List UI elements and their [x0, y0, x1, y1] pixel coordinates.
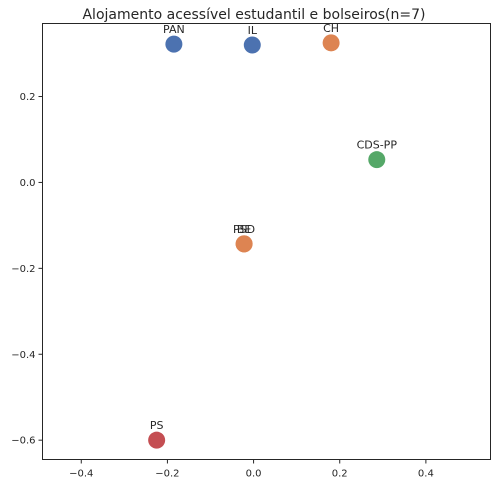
point-label: PS: [150, 419, 164, 432]
y-tick-label: 0.0: [20, 178, 36, 189]
point-psd: [235, 235, 253, 253]
y-tick-label: 0.2: [20, 92, 36, 103]
x-tick-label: 0.0: [246, 469, 262, 480]
x-axis: −0.4 −0.2 0.0 0.2 0.4: [69, 459, 434, 480]
y-tick-label: −0.4: [11, 350, 35, 361]
point-label: IL: [248, 24, 258, 37]
point-ps: [148, 431, 166, 449]
point-label: CDS-PP: [357, 139, 398, 152]
y-axis: −0.6 −0.4 −0.2 0.0 0.2: [11, 92, 43, 447]
x-tick-label: −0.2: [155, 469, 179, 480]
x-tick-label: 0.4: [418, 469, 434, 480]
x-tick-label: −0.4: [69, 469, 93, 480]
point-pan: [165, 35, 183, 53]
point-label: PAN: [163, 23, 185, 36]
point-il: [243, 36, 261, 54]
point-label: CH: [323, 22, 339, 35]
point-cds-pp: [368, 151, 386, 169]
y-tick-label: −0.2: [11, 264, 35, 275]
y-tick-label: −0.6: [11, 436, 35, 447]
plot-frame: [42, 23, 491, 460]
point-ch: [322, 34, 340, 52]
point-label: BE: [237, 223, 252, 236]
x-tick-label: 0.2: [332, 469, 348, 480]
chart-title: Alojamento acessível estudantil e bolsei…: [82, 7, 425, 23]
point-label: PSD: [233, 223, 255, 236]
